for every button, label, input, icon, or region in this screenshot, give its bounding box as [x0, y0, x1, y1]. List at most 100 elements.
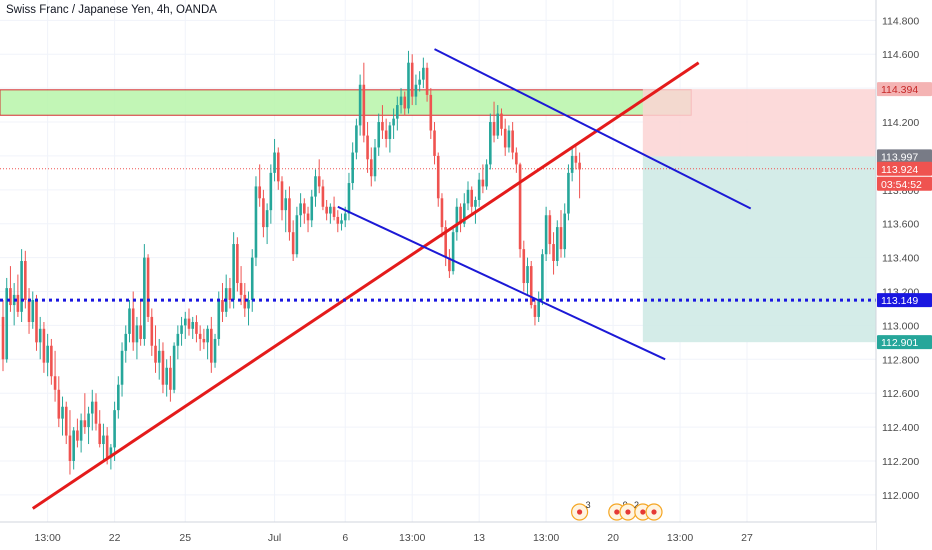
candle-body: [567, 172, 570, 214]
candle-body: [358, 84, 362, 126]
candle: [377, 113, 381, 156]
candle: [154, 325, 157, 373]
candle-body: [347, 183, 351, 214]
candle: [526, 257, 529, 295]
candle: [273, 138, 276, 182]
event-dot-icon: [625, 509, 631, 515]
candle: [98, 410, 102, 448]
x-tick-label: 25: [179, 532, 191, 544]
candle-body: [228, 288, 232, 300]
candle-body: [102, 435, 105, 445]
candle-body: [254, 186, 258, 258]
candle: [340, 213, 343, 231]
y-tick-label: 113.600: [882, 219, 919, 231]
candle-body: [321, 186, 325, 207]
candle-body: [180, 325, 183, 334]
candle-body: [388, 125, 392, 139]
candle-body: [336, 216, 340, 224]
candle-body: [332, 206, 336, 217]
x-axis[interactable]: 13:00 22 25 Jul 6 13:00 13 13:00 20 13:00 27: [0, 521, 876, 550]
candle: [195, 315, 198, 343]
candle-body: [433, 130, 436, 156]
price-label-text: 03:54:52: [881, 179, 922, 191]
candle-body: [120, 350, 124, 385]
candle-body: [35, 299, 38, 343]
candle: [396, 96, 399, 131]
candle: [169, 355, 172, 402]
candle: [329, 203, 332, 224]
candle: [42, 322, 46, 373]
candle-body: [541, 254, 544, 300]
price-label-text: 113.149: [881, 295, 918, 307]
candle: [165, 359, 168, 397]
candle: [247, 291, 250, 326]
candle: [35, 294, 38, 351]
candle: [496, 105, 500, 139]
candle: [161, 342, 165, 394]
y-tick-label: 114.200: [882, 117, 919, 129]
candle-body: [403, 96, 407, 109]
channel-upper-line: [434, 48, 752, 210]
candle-body: [98, 423, 102, 445]
candle: [236, 237, 239, 292]
candle: [451, 227, 455, 275]
candle-body: [314, 176, 317, 197]
candle: [5, 277, 9, 363]
candle: [20, 249, 23, 323]
candle: [157, 338, 161, 380]
candle: [27, 288, 31, 334]
candle: [477, 172, 481, 207]
candle: [444, 220, 447, 267]
candle-body: [507, 130, 511, 148]
candle: [325, 199, 328, 221]
candle-body: [429, 94, 433, 131]
candle: [250, 249, 254, 312]
candle-body: [284, 198, 288, 211]
candle: [139, 299, 142, 346]
price-label-target: 112.901: [877, 335, 932, 350]
candle: [1, 299, 5, 372]
candle-body: [61, 406, 64, 419]
stop-loss-zone: [642, 89, 876, 157]
event-marker[interactable]: 2: [619, 500, 639, 521]
candle-body: [544, 215, 548, 255]
candle-body: [440, 198, 444, 228]
candle-body: [117, 384, 120, 411]
candle: [210, 316, 213, 373]
candle: [303, 198, 306, 224]
candle: [366, 122, 369, 173]
event-marker[interactable]: 3: [570, 500, 591, 521]
candle-body: [5, 288, 9, 360]
candle-body: [273, 152, 276, 173]
candle-body: [236, 244, 239, 284]
event-marker[interactable]: [645, 503, 663, 521]
candle-body: [269, 172, 273, 211]
candle: [310, 189, 314, 228]
candle-body: [124, 333, 128, 351]
candle-body: [239, 283, 243, 295]
candle-body: [570, 155, 574, 173]
candle: [38, 316, 42, 360]
candle: [187, 308, 191, 336]
y-tick-label: 112.000: [882, 490, 919, 502]
candle: [254, 176, 258, 267]
event-markers[interactable]: 392: [570, 500, 663, 521]
candle: [570, 147, 574, 182]
price-label-bg: [877, 161, 932, 176]
take-profit-zone: [642, 156, 876, 343]
candle: [135, 316, 139, 360]
candle-body: [340, 220, 343, 224]
price-label-level: 113.149: [877, 293, 932, 308]
candle-body: [128, 308, 131, 334]
candle: [351, 142, 354, 190]
candle-body: [511, 130, 514, 153]
candle-body: [325, 206, 328, 214]
candle-body: [377, 122, 381, 148]
x-tick-label: 27: [741, 532, 753, 544]
candle-body: [94, 401, 98, 424]
candle: [117, 376, 120, 419]
candle: [317, 159, 321, 194]
candle-body: [195, 322, 198, 334]
